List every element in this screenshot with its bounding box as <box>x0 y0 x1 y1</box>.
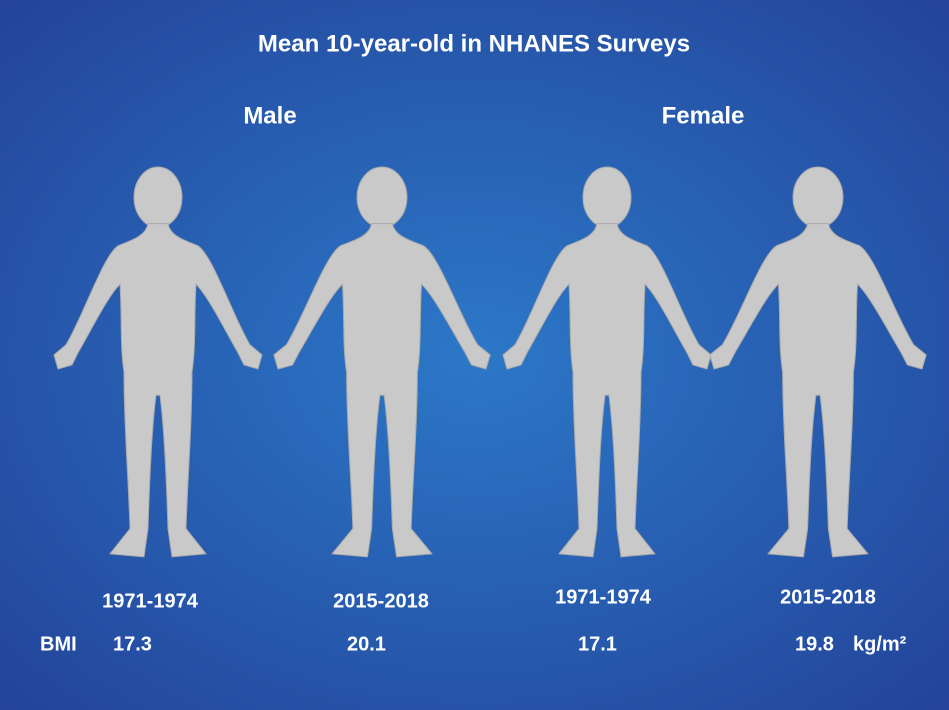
group-label: Male <box>243 102 296 129</box>
bmi-value: 20.1 <box>347 633 386 655</box>
bmi-value: 17.3 <box>113 633 152 655</box>
period-label: 1971-1974 <box>555 586 652 608</box>
bmi-unit: kg/m² <box>853 633 907 655</box>
bmi-label: BMI <box>40 633 77 655</box>
period-label: 2015-2018 <box>333 590 429 612</box>
period-label: 1971-1974 <box>102 590 199 612</box>
period-label: 2015-2018 <box>780 586 876 608</box>
group-label: Female <box>662 102 745 129</box>
bmi-value: 17.1 <box>578 633 617 655</box>
bmi-value: 19.8 <box>795 633 834 655</box>
title: Mean 10-year-old in NHANES Surveys <box>258 30 690 57</box>
